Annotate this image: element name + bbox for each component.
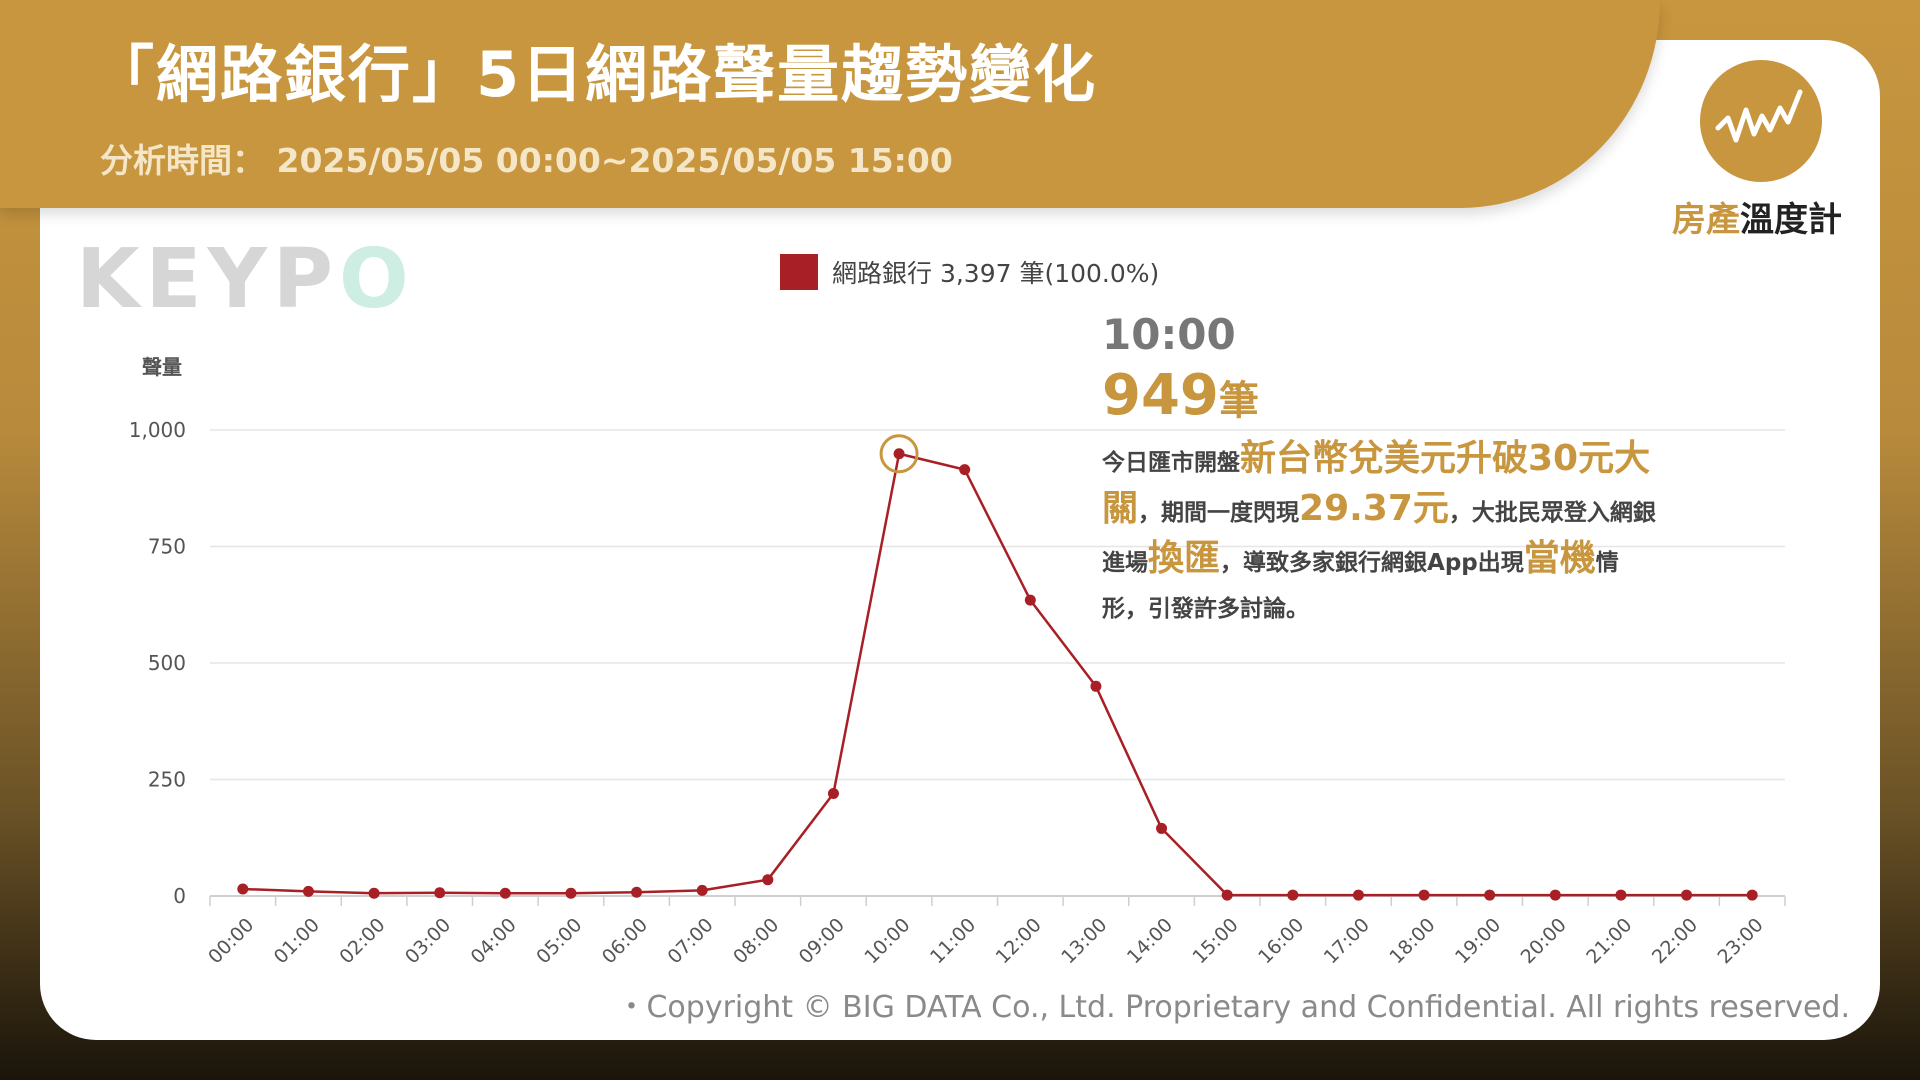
- x-tick-label: 18:00: [1385, 914, 1439, 968]
- legend-label: 網路銀行 3,397 筆(100.0%): [832, 259, 1160, 288]
- annotation-segment: ，期間一度閃現: [1138, 500, 1300, 526]
- x-tick-label: 20:00: [1517, 914, 1571, 968]
- x-tick-label: 21:00: [1582, 914, 1636, 968]
- data-point: [1615, 889, 1627, 901]
- x-tick-label: 07:00: [663, 914, 717, 968]
- x-tick-label: 04:00: [467, 914, 521, 968]
- annotation-segment: 情形，引發許多討論。: [1102, 550, 1619, 622]
- copyright-notice: ・Copyright © BIG DATA Co., Ltd. Propriet…: [616, 990, 1850, 1025]
- x-tick-label: 22:00: [1648, 914, 1702, 968]
- data-point: [1549, 889, 1561, 901]
- x-tick-label: 17:00: [1320, 914, 1374, 968]
- annotation-highlight: 新台幣兌美元升破30元大關: [1102, 438, 1651, 529]
- data-point: [434, 887, 446, 899]
- trend-logo-icon: [1700, 60, 1822, 182]
- x-tick-label: 00:00: [204, 914, 258, 968]
- annotation-highlight: 當機: [1523, 538, 1596, 579]
- analysis-period: 分析時間： 2025/05/05 00:00~2025/05/05 15:00: [100, 141, 953, 180]
- annotation-text: 今日匯市開盤新台幣兌美元升破30元大關，期間一度閃現29.37元，大批民眾登入網…: [1102, 436, 1662, 632]
- peak-annotation: 10:00 949筆 今日匯市開盤新台幣兌美元升破30元大關，期間一度閃現29.…: [1102, 310, 1662, 632]
- data-point: [1156, 822, 1168, 834]
- data-point: [237, 883, 249, 895]
- chart-legend: 網路銀行 3,397 筆(100.0%): [780, 254, 1159, 290]
- y-tick-label: 500: [148, 651, 186, 675]
- x-tick-label: 13:00: [1057, 914, 1111, 968]
- annotation-count: 949筆: [1102, 363, 1259, 428]
- annotation-segment: ，大批民眾登入網銀進場: [1102, 500, 1656, 576]
- annotation-segment: ，導致多家銀行網銀App出現: [1220, 550, 1524, 576]
- x-tick-label: 08:00: [729, 914, 783, 968]
- data-point: [1484, 889, 1496, 901]
- annotation-highlight: 換匯: [1148, 538, 1221, 579]
- data-point: [1221, 889, 1233, 901]
- data-point: [696, 884, 708, 896]
- data-point: [827, 787, 839, 799]
- x-tick-label: 12:00: [992, 914, 1046, 968]
- data-point: [762, 874, 774, 886]
- x-tick-label: 23:00: [1713, 914, 1767, 968]
- keypo-watermark: KEYPO: [76, 232, 415, 327]
- x-tick-label: 06:00: [598, 914, 652, 968]
- data-point: [1090, 680, 1102, 692]
- annotation-segment: 今日匯市開盤: [1102, 450, 1240, 476]
- x-tick-label: 14:00: [1123, 914, 1177, 968]
- data-point: [368, 887, 380, 899]
- brand-logo: 房產溫度計: [1660, 60, 1860, 250]
- x-tick-label: 19:00: [1451, 914, 1505, 968]
- data-point: [302, 885, 314, 897]
- data-point: [565, 887, 577, 899]
- y-axis-label: 聲量: [142, 355, 182, 379]
- brand-name: 房產溫度計: [1672, 200, 1842, 240]
- data-point: [959, 464, 971, 476]
- y-tick-label: 1,000: [129, 418, 186, 442]
- x-tick-label: 03:00: [401, 914, 455, 968]
- x-tick-label: 10:00: [860, 914, 914, 968]
- annotation-time: 10:00: [1102, 310, 1236, 359]
- x-tick-label: 05:00: [532, 914, 586, 968]
- data-point: [1352, 889, 1364, 901]
- data-point: [1681, 889, 1693, 901]
- x-tick-label: 16:00: [1254, 914, 1308, 968]
- page-title: 「網路銀行」5日網路聲量趨勢變化: [92, 38, 1098, 111]
- x-tick-label: 15:00: [1188, 914, 1242, 968]
- x-tick-label: 09:00: [795, 914, 849, 968]
- series-line: [242, 452, 1753, 897]
- header-banner: 「網路銀行」5日網路聲量趨勢變化 分析時間： 2025/05/05 00:00~…: [0, 0, 1660, 208]
- y-tick-label: 250: [148, 768, 186, 792]
- data-point: [631, 886, 643, 898]
- data-point: [499, 887, 511, 899]
- y-tick-label: 750: [148, 535, 186, 559]
- data-point: [1024, 594, 1036, 606]
- data-point: [1746, 889, 1758, 901]
- legend-swatch: [780, 254, 818, 290]
- x-tick-label: 02:00: [335, 914, 389, 968]
- annotation-highlight: 29.37元: [1299, 488, 1449, 529]
- x-tick-label: 01:00: [270, 914, 324, 968]
- data-point: [893, 448, 905, 460]
- x-tick-label: 11:00: [926, 914, 980, 968]
- peak-highlight-ring: [879, 434, 919, 474]
- y-tick-label: 0: [173, 884, 186, 908]
- data-point: [1418, 889, 1430, 901]
- data-point: [1287, 889, 1299, 901]
